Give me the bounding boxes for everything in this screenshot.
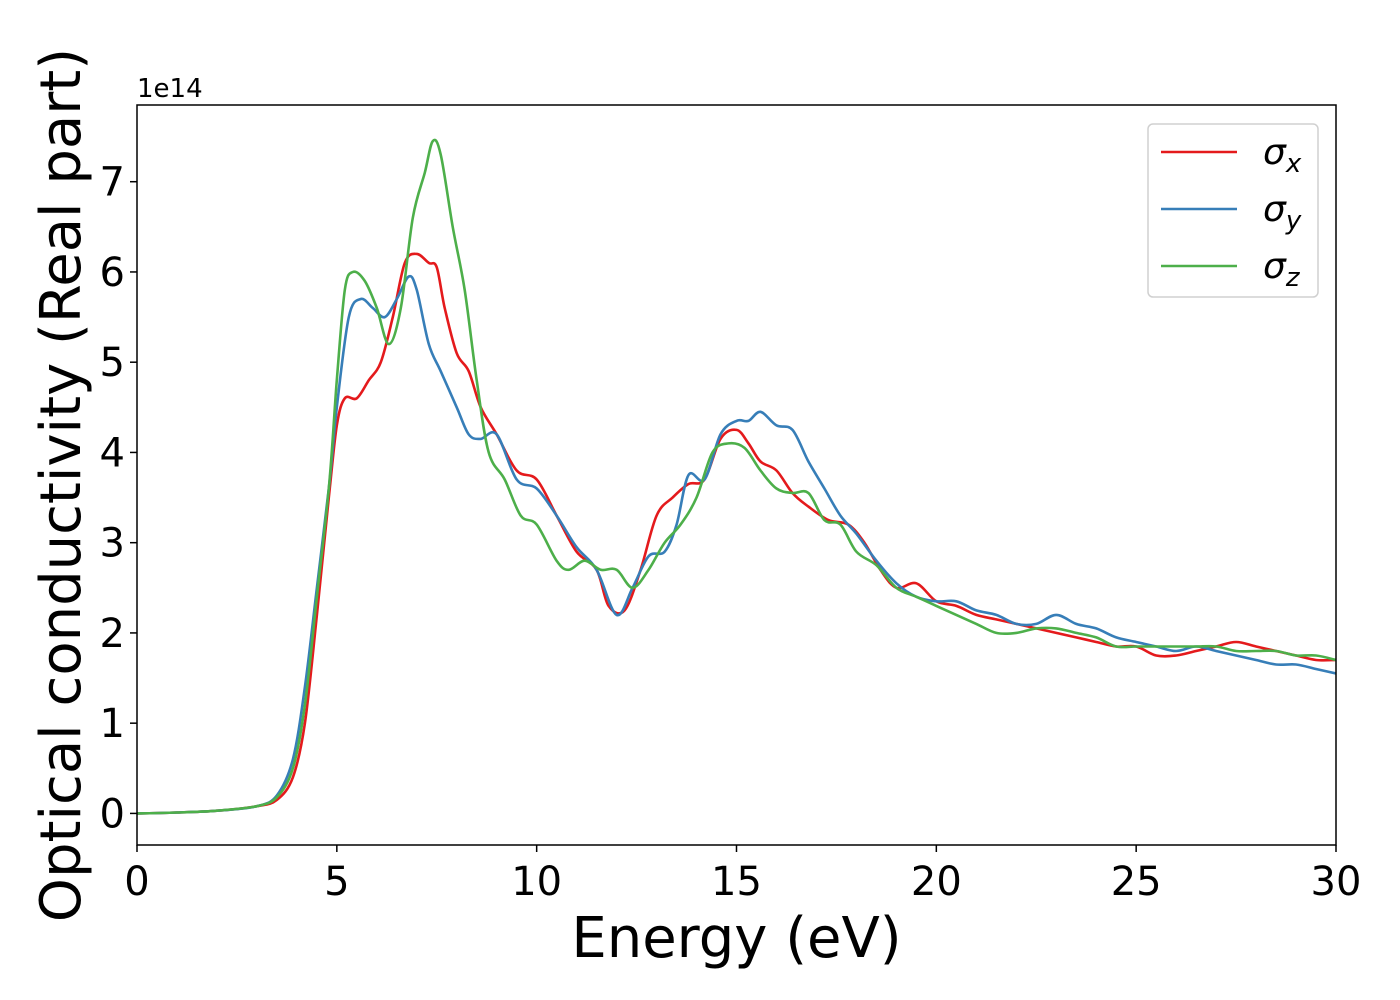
y-tick-label: 4 xyxy=(100,430,125,476)
legend-label: σz xyxy=(1263,246,1301,293)
x-tick-label: 15 xyxy=(711,859,762,905)
y-tick-label: 1 xyxy=(100,701,125,747)
legend: σx σy σz xyxy=(1147,123,1319,298)
x-tick-label: 0 xyxy=(124,859,149,905)
legend-label: σx xyxy=(1263,132,1302,179)
x-tick-label: 5 xyxy=(324,859,349,905)
x-axis-ticks: 0 5 10 15 20 25 30 xyxy=(124,845,1361,905)
legend-entry: σx xyxy=(1161,132,1302,179)
legend-entry: σy xyxy=(1161,189,1302,236)
y-tick-label: 3 xyxy=(100,521,125,567)
x-tick-label: 20 xyxy=(911,859,962,905)
y-tick-label: 7 xyxy=(100,160,125,206)
series-line-z xyxy=(137,138,1336,815)
y-tick-label: 2 xyxy=(100,611,125,657)
legend-entry: σz xyxy=(1161,246,1301,293)
legend-box xyxy=(1147,123,1319,298)
x-tick-label: 30 xyxy=(1311,859,1362,905)
series-layer xyxy=(137,138,1336,815)
y-tick-label: 0 xyxy=(100,791,125,837)
y-tick-label: 5 xyxy=(100,340,125,386)
y-axis-ticks: 0 1 2 3 4 5 6 7 xyxy=(100,160,137,837)
y-tick-label: 6 xyxy=(100,250,125,296)
x-axis-label: Energy (eV) xyxy=(571,906,901,971)
legend-label: σy xyxy=(1263,189,1302,236)
x-tick-label: 10 xyxy=(511,859,562,905)
x-tick-label: 25 xyxy=(1111,859,1162,905)
series-line-y xyxy=(137,274,1336,815)
y-axis-label: Optical conductivity (Real part) xyxy=(29,48,94,922)
y-axis-scale-label: 1e14 xyxy=(137,74,203,104)
series-line-x xyxy=(137,252,1336,815)
